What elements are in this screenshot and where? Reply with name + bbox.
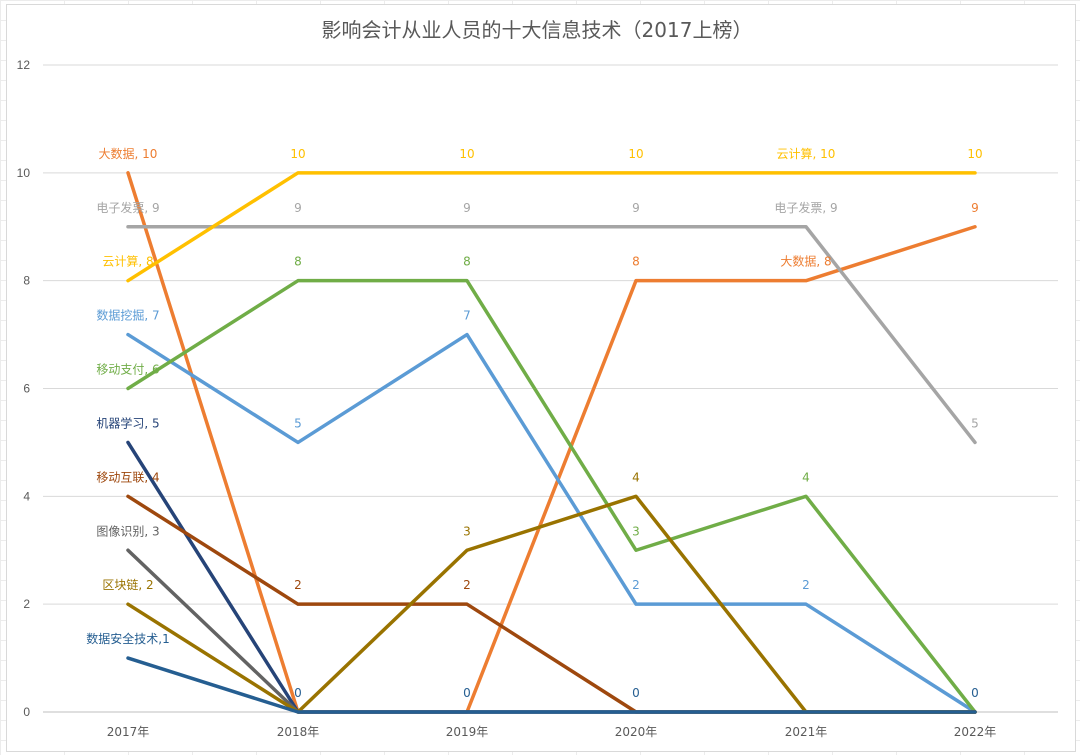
data-label: 10 bbox=[290, 147, 305, 161]
data-label: 2 bbox=[632, 578, 640, 592]
data-labels: 大数据, 10 电子发票, 9 云计算, 8 数据挖掘, 7 移动支付, 6 机器学习, … bbox=[86, 146, 982, 700]
series-line-2 bbox=[126, 225, 977, 445]
chart-area[interactable] bbox=[6, 4, 1076, 752]
data-label: 9 bbox=[632, 201, 640, 215]
data-label: 2 bbox=[294, 578, 302, 592]
data-label: 9 bbox=[463, 201, 471, 215]
y-tick-label: 6 bbox=[23, 382, 30, 396]
data-label: 0 bbox=[632, 686, 640, 700]
data-label: 云计算, 10 bbox=[777, 146, 836, 161]
data-label: 云计算, 8 bbox=[102, 254, 153, 269]
data-label: 8 bbox=[632, 255, 640, 269]
x-tick-label: 2018年 bbox=[277, 725, 320, 739]
x-tick-label: 2017年 bbox=[107, 725, 150, 739]
data-label: 移动支付, 6 bbox=[96, 363, 159, 377]
x-tick-label: 2022年 bbox=[954, 725, 997, 739]
data-label: 数据挖掘, 7 bbox=[96, 308, 159, 323]
data-label: 2 bbox=[802, 578, 810, 592]
data-label: 7 bbox=[463, 309, 471, 323]
chart-title: 影响会计从业人员的十大信息技术（2017上榜） bbox=[322, 18, 753, 42]
data-label: 区块链, 2 bbox=[102, 577, 153, 592]
data-label: 8 bbox=[294, 255, 302, 269]
data-label: 0 bbox=[463, 686, 471, 700]
y-tick-label: 2 bbox=[23, 597, 30, 611]
series-line-10 bbox=[126, 656, 977, 714]
data-label: 10 bbox=[628, 147, 643, 161]
data-label: 3 bbox=[463, 524, 471, 538]
data-label: 4 bbox=[802, 470, 810, 484]
y-axis-ticks: 0 2 4 6 8 10 12 bbox=[17, 58, 31, 719]
data-label: 0 bbox=[971, 686, 979, 700]
series-line-4 bbox=[126, 332, 977, 714]
y-tick-label: 0 bbox=[23, 705, 30, 719]
data-label: 电子发票, 9 bbox=[96, 200, 159, 215]
data-label: 9 bbox=[294, 201, 302, 215]
series-lines bbox=[126, 171, 977, 714]
data-label: 9 bbox=[971, 201, 979, 215]
data-label: 电子发票, 9 bbox=[774, 200, 837, 215]
x-tick-label: 2021年 bbox=[785, 725, 828, 739]
series-line-3 bbox=[126, 171, 977, 283]
y-tick-label: 8 bbox=[23, 274, 30, 288]
data-label: 大数据, 8 bbox=[780, 254, 831, 269]
data-label: 10 bbox=[459, 147, 474, 161]
data-label: 5 bbox=[294, 416, 302, 430]
x-tick-label: 2019年 bbox=[446, 725, 489, 739]
data-label: 4 bbox=[632, 470, 640, 484]
x-tick-label: 2020年 bbox=[615, 725, 658, 739]
series-line-5 bbox=[126, 278, 977, 714]
data-label: 机器学习, 5 bbox=[96, 415, 159, 430]
y-tick-label: 10 bbox=[17, 166, 31, 180]
y-tick-label: 4 bbox=[23, 489, 30, 503]
series-line-1 bbox=[126, 171, 977, 714]
x-axis-ticks: 2017年 2018年 2019年 2020年 2021年 2022年 bbox=[107, 725, 997, 739]
data-label: 移动互联, 4 bbox=[96, 470, 159, 484]
data-label: 图像识别, 3 bbox=[96, 524, 159, 538]
data-label: 5 bbox=[971, 416, 979, 430]
data-label: 数据安全技术,1 bbox=[86, 631, 169, 646]
data-label: 8 bbox=[463, 255, 471, 269]
data-label: 3 bbox=[632, 524, 640, 538]
data-label: 大数据, 10 bbox=[99, 146, 158, 161]
data-label: 10 bbox=[967, 147, 982, 161]
data-label: 0 bbox=[294, 686, 302, 700]
data-label: 2 bbox=[463, 578, 471, 592]
y-tick-label: 12 bbox=[17, 58, 31, 72]
